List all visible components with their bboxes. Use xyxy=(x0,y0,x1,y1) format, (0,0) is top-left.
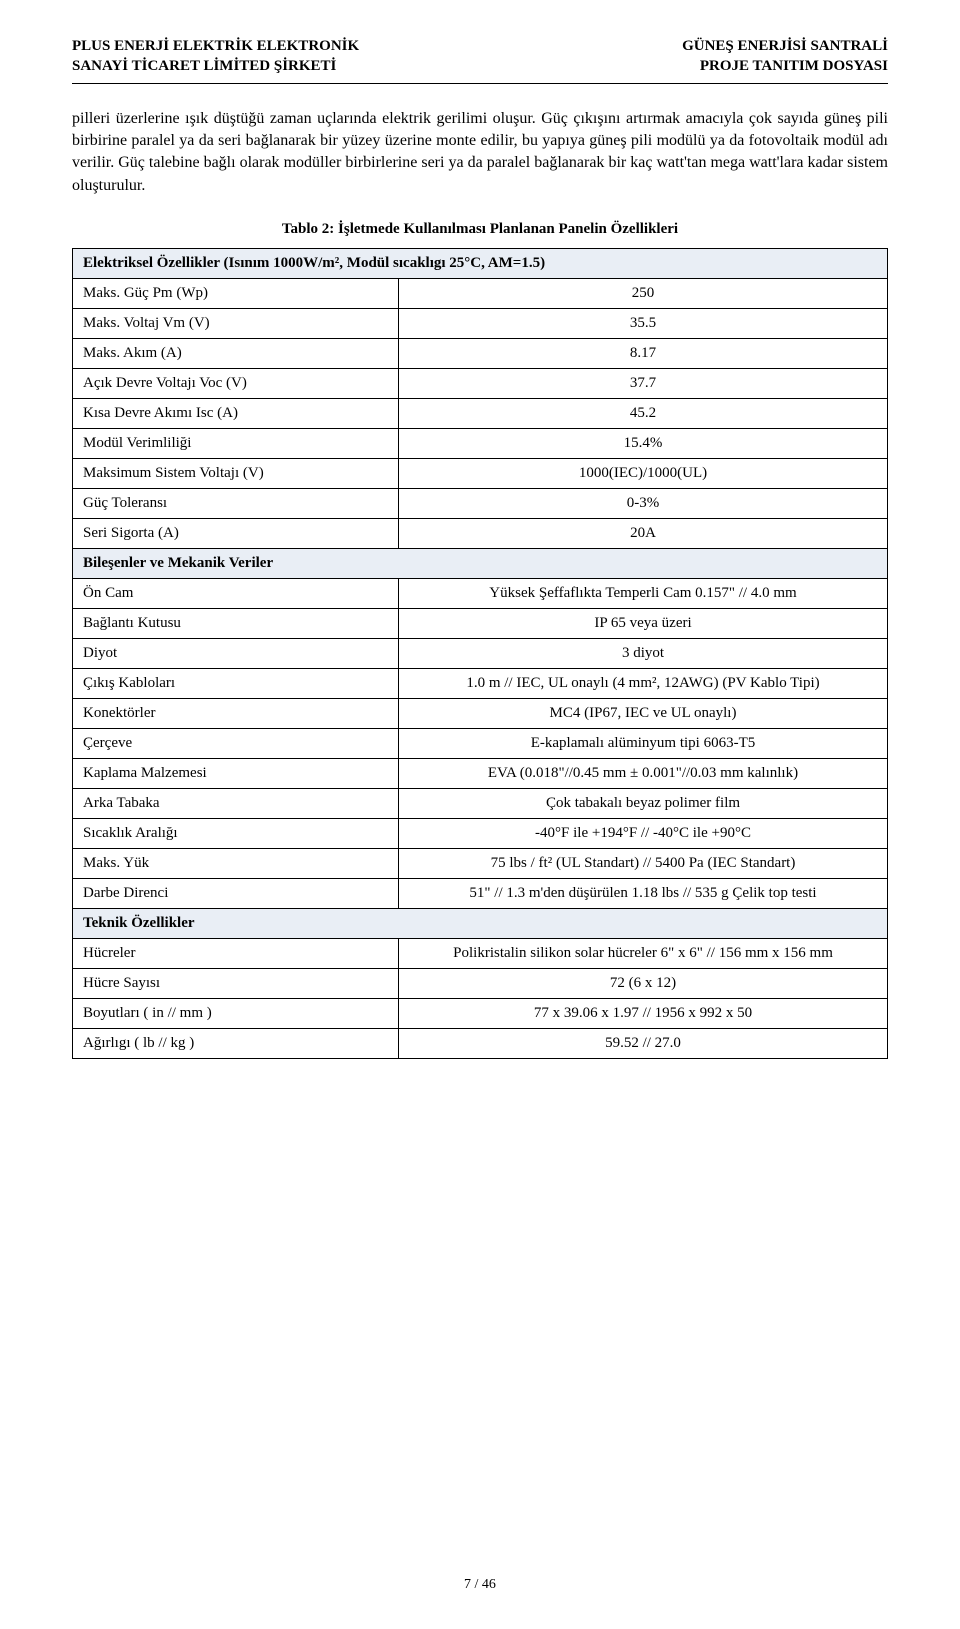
spec-label: Hücreler xyxy=(73,939,399,969)
spec-value: 75 lbs / ft² (UL Standart) // 5400 Pa (I… xyxy=(399,849,888,879)
table-section-header: Bileşenler ve Mekanik Veriler xyxy=(73,549,888,579)
document-page: PLUS ENERJİ ELEKTRİK ELEKTRONİK SANAYİ T… xyxy=(0,0,960,1629)
spec-label: Açık Devre Voltajı Voc (V) xyxy=(73,369,399,399)
spec-value: IP 65 veya üzeri xyxy=(399,609,888,639)
spec-value: 15.4% xyxy=(399,429,888,459)
table-row: Hücre Sayısı72 (6 x 12) xyxy=(73,969,888,999)
spec-label: Diyot xyxy=(73,639,399,669)
table-row: KonektörlerMC4 (IP67, IEC ve UL onaylı) xyxy=(73,699,888,729)
layout-spacer xyxy=(72,1059,888,1541)
spec-label: Seri Sigorta (A) xyxy=(73,519,399,549)
spec-value: 72 (6 x 12) xyxy=(399,969,888,999)
project-name-line1: GÜNEŞ ENERJİSİ SANTRALİ xyxy=(682,36,888,56)
spec-label: Arka Tabaka xyxy=(73,789,399,819)
spec-label: Maks. Yük xyxy=(73,849,399,879)
body-paragraph: pilleri üzerlerine ışık düştüğü zaman uç… xyxy=(72,108,888,198)
spec-label: Kaplama Malzemesi xyxy=(73,759,399,789)
table-caption: Tablo 2: İşletmede Kullanılması Planlana… xyxy=(72,221,888,238)
table-section-header: Teknik Özellikler xyxy=(73,909,888,939)
spec-label: Kısa Devre Akımı Isc (A) xyxy=(73,399,399,429)
table-row: Maksimum Sistem Voltajı (V)1000(IEC)/100… xyxy=(73,459,888,489)
table-row: Ön CamYüksek Şeffaflıkta Temperli Cam 0.… xyxy=(73,579,888,609)
spec-value: 77 x 39.06 x 1.97 // 1956 x 992 x 50 xyxy=(399,999,888,1029)
company-name-line2: SANAYİ TİCARET LİMİTED ŞİRKETİ xyxy=(72,56,359,76)
table-row: Güç Toleransı0-3% xyxy=(73,489,888,519)
spec-value: -40°F ile +194°F // -40°C ile +90°C xyxy=(399,819,888,849)
spec-label: Sıcaklık Aralığı xyxy=(73,819,399,849)
spec-label: Çıkış Kabloları xyxy=(73,669,399,699)
spec-label: Güç Toleransı xyxy=(73,489,399,519)
table-row: Maks. Güç Pm (Wp)250 xyxy=(73,279,888,309)
table-row: Kısa Devre Akımı Isc (A)45.2 xyxy=(73,399,888,429)
table-row: Diyot3 diyot xyxy=(73,639,888,669)
table-row: Ağırlıgı ( lb // kg )59.52 // 27.0 xyxy=(73,1029,888,1059)
table-row: Açık Devre Voltajı Voc (V)37.7 xyxy=(73,369,888,399)
page-footer: 7 / 46 xyxy=(72,1577,888,1593)
spec-value: 51" // 1.3 m'den düşürülen 1.18 lbs // 5… xyxy=(399,879,888,909)
page-header: PLUS ENERJİ ELEKTRİK ELEKTRONİK SANAYİ T… xyxy=(72,36,888,84)
spec-value: 8.17 xyxy=(399,339,888,369)
panel-spec-table: Elektriksel Özellikler (Isınım 1000W/m²,… xyxy=(72,248,888,1059)
spec-label: Çerçeve xyxy=(73,729,399,759)
spec-value: 45.2 xyxy=(399,399,888,429)
spec-label: Maksimum Sistem Voltajı (V) xyxy=(73,459,399,489)
header-right: GÜNEŞ ENERJİSİ SANTRALİ PROJE TANITIM DO… xyxy=(682,36,888,77)
spec-value: 20A xyxy=(399,519,888,549)
spec-label: Maks. Güç Pm (Wp) xyxy=(73,279,399,309)
table-row: Modül Verimliliği15.4% xyxy=(73,429,888,459)
spec-label: Maks. Voltaj Vm (V) xyxy=(73,309,399,339)
spec-value: EVA (0.018"//0.45 mm ± 0.001"//0.03 mm k… xyxy=(399,759,888,789)
table-row: Çıkış Kabloları1.0 m // IEC, UL onaylı (… xyxy=(73,669,888,699)
table-row: HücrelerPolikristalin silikon solar hücr… xyxy=(73,939,888,969)
spec-value: 35.5 xyxy=(399,309,888,339)
spec-value: 0-3% xyxy=(399,489,888,519)
table-row: Seri Sigorta (A)20A xyxy=(73,519,888,549)
table-row: Maks. Yük75 lbs / ft² (UL Standart) // 5… xyxy=(73,849,888,879)
table-row: Arka TabakaÇok tabakalı beyaz polimer fi… xyxy=(73,789,888,819)
table-row: Darbe Direnci51" // 1.3 m'den düşürülen … xyxy=(73,879,888,909)
spec-value: 1000(IEC)/1000(UL) xyxy=(399,459,888,489)
spec-label: Ön Cam xyxy=(73,579,399,609)
spec-label: Konektörler xyxy=(73,699,399,729)
spec-value: Çok tabakalı beyaz polimer film xyxy=(399,789,888,819)
spec-label: Hücre Sayısı xyxy=(73,969,399,999)
spec-value: MC4 (IP67, IEC ve UL onaylı) xyxy=(399,699,888,729)
header-left: PLUS ENERJİ ELEKTRİK ELEKTRONİK SANAYİ T… xyxy=(72,36,359,77)
table-row: Kaplama MalzemesiEVA (0.018"//0.45 mm ± … xyxy=(73,759,888,789)
spec-label: Ağırlıgı ( lb // kg ) xyxy=(73,1029,399,1059)
company-name-line1: PLUS ENERJİ ELEKTRİK ELEKTRONİK xyxy=(72,36,359,56)
spec-value: Yüksek Şeffaflıkta Temperli Cam 0.157" /… xyxy=(399,579,888,609)
table-row: Maks. Akım (A)8.17 xyxy=(73,339,888,369)
spec-value: Polikristalin silikon solar hücreler 6" … xyxy=(399,939,888,969)
spec-value: 37.7 xyxy=(399,369,888,399)
table-row: Boyutları ( in // mm )77 x 39.06 x 1.97 … xyxy=(73,999,888,1029)
spec-value: 1.0 m // IEC, UL onaylı (4 mm², 12AWG) (… xyxy=(399,669,888,699)
spec-label: Maks. Akım (A) xyxy=(73,339,399,369)
table-row: Bağlantı KutusuIP 65 veya üzeri xyxy=(73,609,888,639)
spec-label: Boyutları ( in // mm ) xyxy=(73,999,399,1029)
project-name-line2: PROJE TANITIM DOSYASI xyxy=(682,56,888,76)
spec-value: E-kaplamalı alüminyum tipi 6063-T5 xyxy=(399,729,888,759)
spec-label: Bağlantı Kutusu xyxy=(73,609,399,639)
spec-value: 59.52 // 27.0 xyxy=(399,1029,888,1059)
table-section-header: Elektriksel Özellikler (Isınım 1000W/m²,… xyxy=(73,249,888,279)
spec-label: Darbe Direnci xyxy=(73,879,399,909)
spec-value: 3 diyot xyxy=(399,639,888,669)
table-row: ÇerçeveE-kaplamalı alüminyum tipi 6063-T… xyxy=(73,729,888,759)
table-row: Sıcaklık Aralığı-40°F ile +194°F // -40°… xyxy=(73,819,888,849)
table-row: Maks. Voltaj Vm (V)35.5 xyxy=(73,309,888,339)
spec-value: 250 xyxy=(399,279,888,309)
spec-label: Modül Verimliliği xyxy=(73,429,399,459)
page-number: 7 / 46 xyxy=(464,1577,496,1592)
